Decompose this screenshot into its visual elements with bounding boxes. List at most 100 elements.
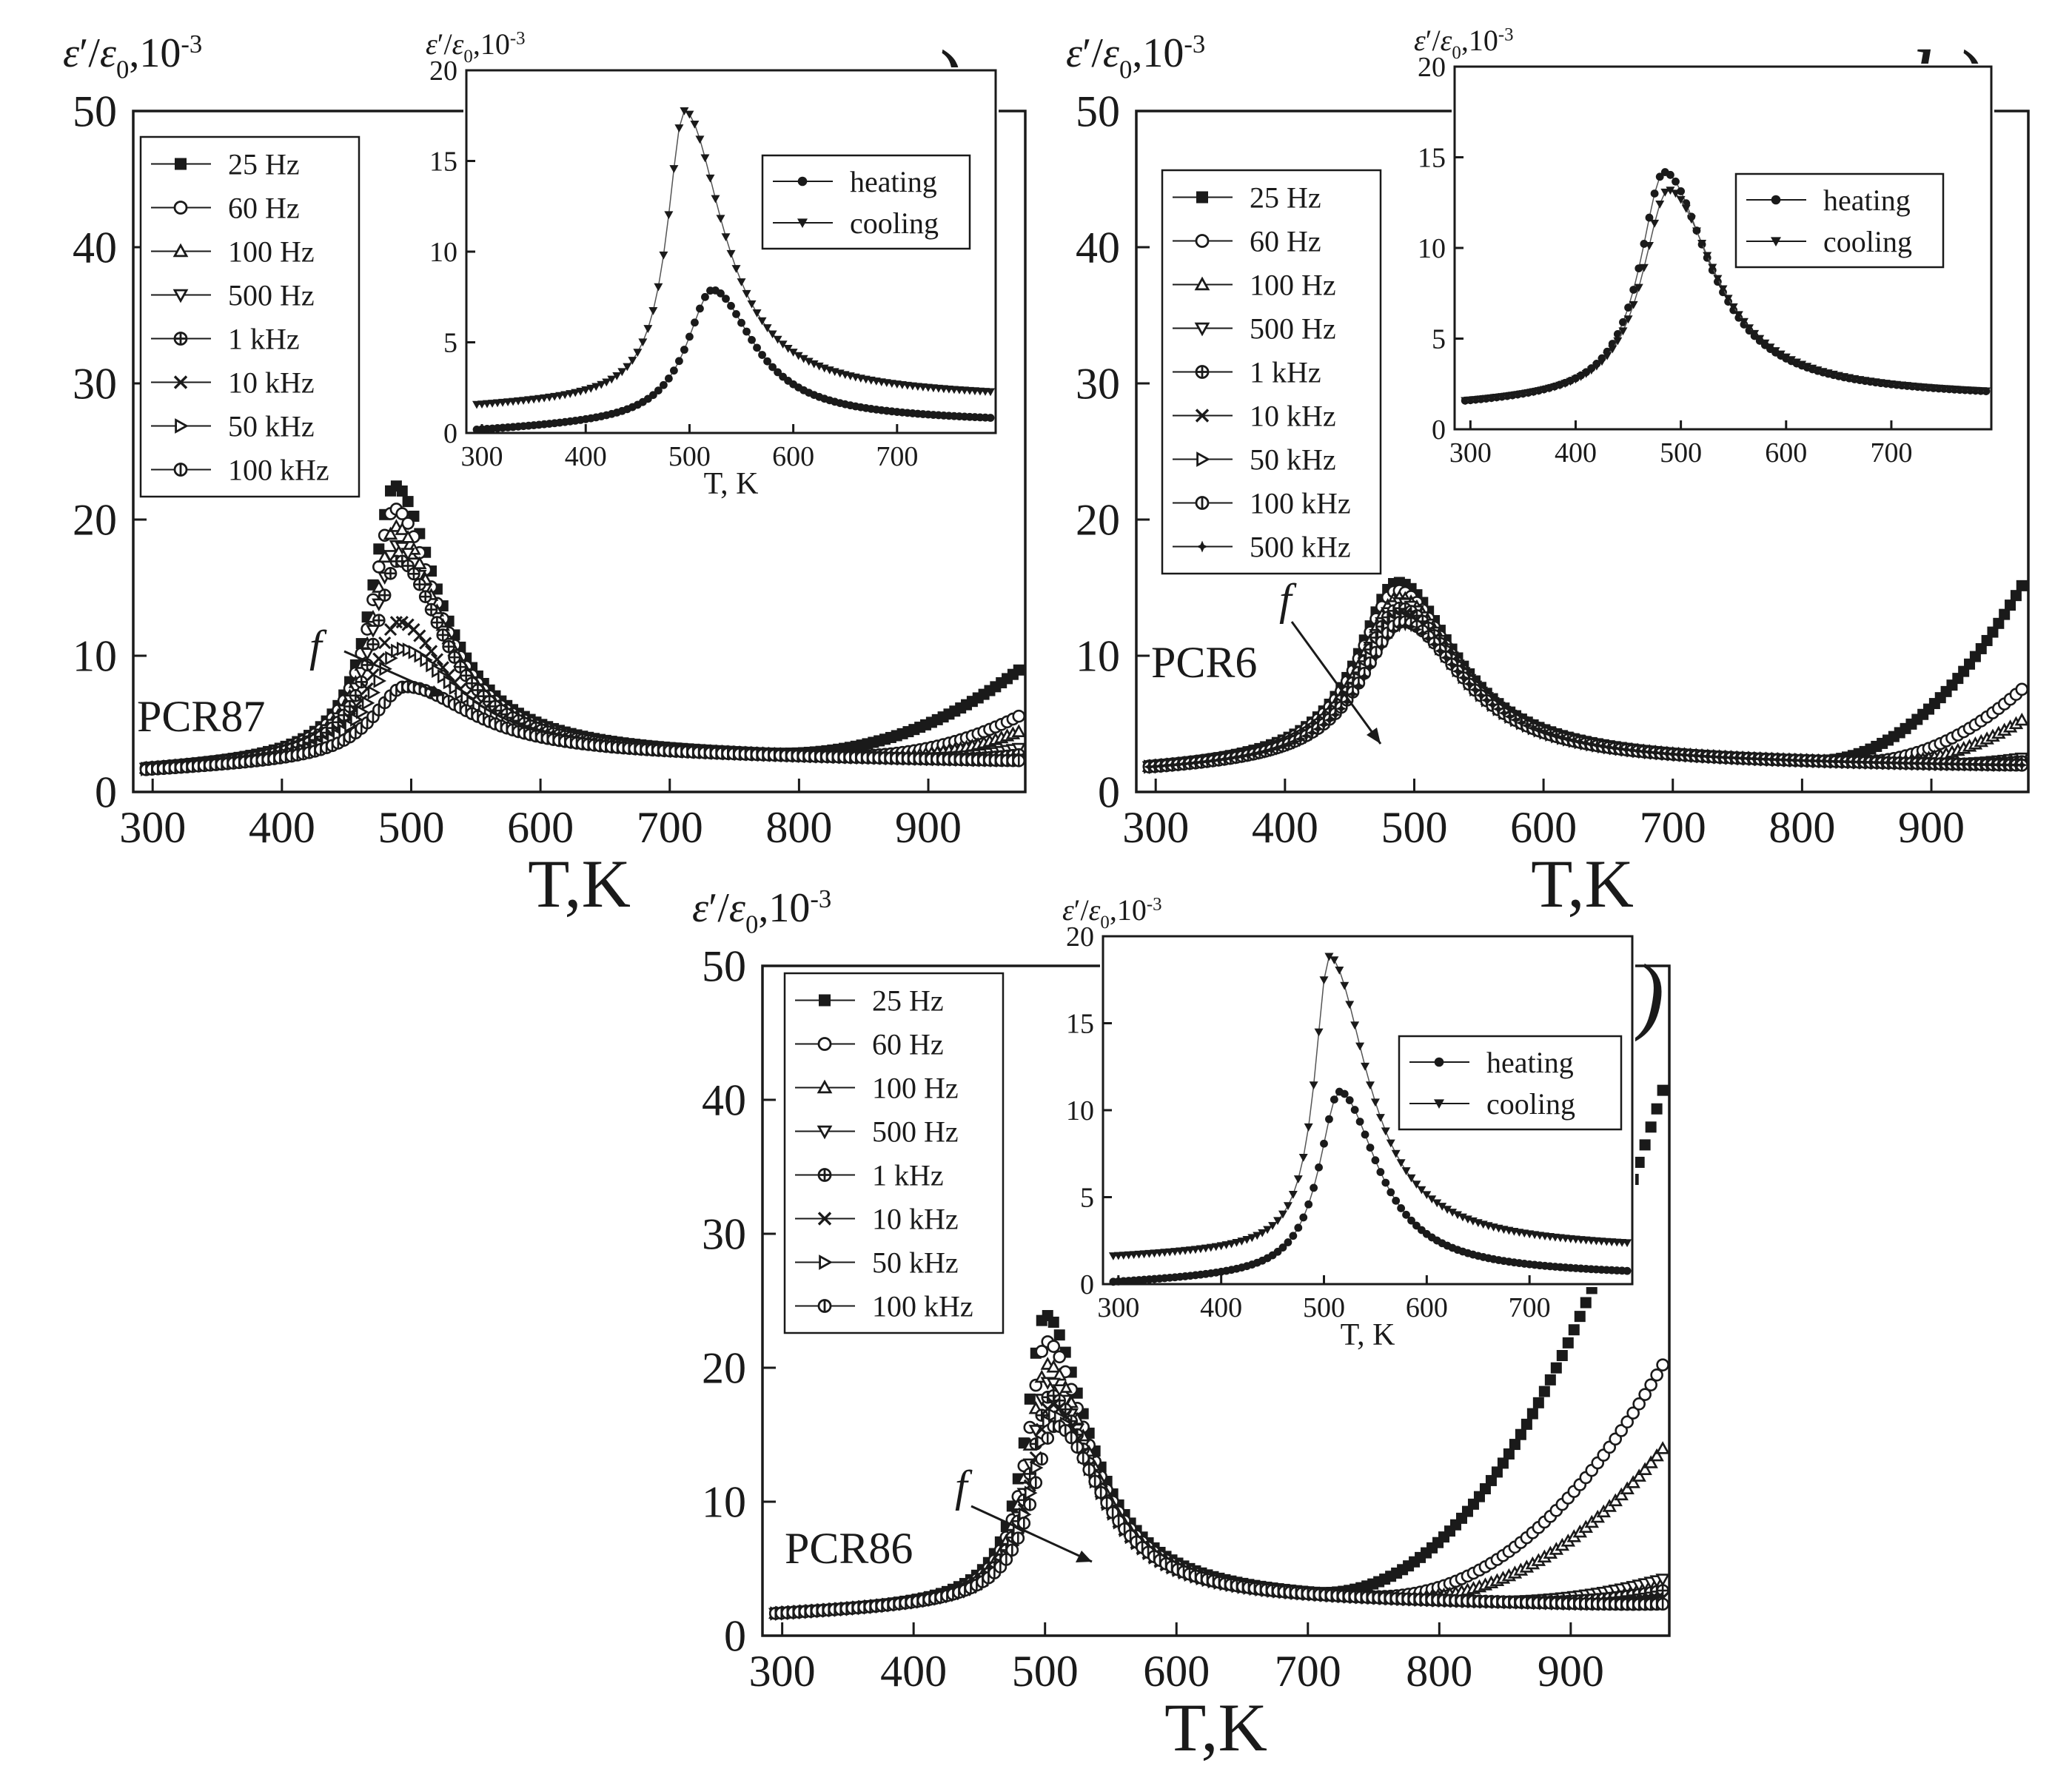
panel-b-main-legend-label: 500 kHz	[1250, 531, 1351, 564]
panel-a-inset-point	[737, 278, 746, 286]
panel-b-inset-xtick-label: 400	[1555, 437, 1597, 468]
panel-c-main-point	[1544, 1374, 1556, 1386]
panel-c-main-legend-label: 100 kHz	[872, 1290, 973, 1323]
panel-c-main-point	[1521, 1418, 1532, 1430]
panel-c-main-point	[1047, 1316, 1059, 1328]
panel-b-inset-ytick-label: 15	[1418, 142, 1446, 173]
panel-c-inset-point	[1371, 1156, 1380, 1165]
panel-a-inset-ytick-label: 15	[429, 146, 457, 177]
panel-c-inset-legend-label: cooling	[1486, 1087, 1575, 1121]
panel-a-inset-ytick-label: 10	[429, 237, 457, 268]
panel-a-main-xtick-label: 700	[637, 803, 703, 852]
panel-b-main-xtick-label: 500	[1381, 803, 1447, 852]
panel-a-inset-point	[804, 357, 814, 366]
panel-c-main-point	[1651, 1103, 1663, 1115]
panel-b-main-legend-label: 100 kHz	[1250, 487, 1351, 520]
panel-c-main-point	[1017, 1517, 1031, 1530]
panel-a-main-legend-label: 60 Hz	[228, 192, 300, 225]
panel-b-main-legend-label: 100 Hz	[1250, 269, 1336, 302]
panel-b-main-legend-label: 25 Hz	[1250, 181, 1321, 215]
panel-a-main-legend-label: 50 kHz	[228, 410, 315, 443]
panel-a-main-point	[361, 696, 375, 711]
panel-c-main-legend-label: 1 kHz	[872, 1159, 944, 1192]
panel-c-inset-xtick-label: 600	[1406, 1292, 1448, 1323]
panel-c-inset-point	[1397, 1204, 1406, 1212]
panel-a-inset-point	[664, 211, 674, 220]
panel-c-main-point	[1656, 1358, 1669, 1371]
panel-a-inset-point	[576, 387, 586, 396]
panel-c-main-xlabel: T,K	[1164, 1690, 1267, 1765]
panel-c-inset-xtick-label: 300	[1097, 1292, 1139, 1323]
panel-c-main-point	[1053, 1350, 1067, 1364]
panel-c-main-point	[1035, 1452, 1049, 1466]
panel-a-main-legend-label: 10 kHz	[228, 366, 315, 400]
panel-c-main-point	[1041, 1431, 1055, 1445]
panel-a-inset-xtick-label: 600	[772, 441, 814, 472]
panel-c-main-legend-label: 25 Hz	[872, 984, 944, 1018]
panel-a-main-ytick-label: 40	[73, 223, 117, 272]
panel-a-inset-ylabel: ε′/ε0,10-3	[426, 27, 525, 67]
panel-a-inset-point	[654, 386, 663, 394]
panel-a-main-legend-label: 1 kHz	[228, 323, 300, 356]
panel-a-main-series-0	[140, 480, 1025, 773]
panel-b-inset-legend-label: heating	[1823, 184, 1911, 217]
panel-a-inset-point	[748, 335, 756, 344]
panel-a-inset-point	[659, 251, 668, 260]
panel-b-main-ytick-label: 0	[1098, 768, 1120, 816]
panel-c-main-point	[1070, 1440, 1084, 1454]
panel-a-inset-point	[799, 355, 808, 363]
panel-b-inset-xtick-label: 300	[1449, 437, 1492, 468]
panel-c-main-point	[1645, 1121, 1657, 1133]
panel-a-main-xtick-label: 300	[119, 803, 186, 852]
panel-a-main-plot: 300 400 500 600 700 800 90001020304050T,Kε′/ε0…	[63, 30, 1027, 921]
panel-a-inset-point	[690, 121, 700, 129]
panel-c-main-point	[1023, 1498, 1037, 1511]
panel-a-inset-point	[758, 351, 766, 359]
panel-c-main-point	[1532, 1397, 1544, 1408]
panel-c-inset-point	[1392, 1196, 1401, 1205]
panel-a-inset-legend-label: cooling	[850, 206, 939, 240]
panel-b-inset-xtick-label: 700	[1870, 437, 1912, 468]
panel-a-main-ytick-label: 10	[73, 631, 117, 680]
panel-a-main-point	[418, 590, 432, 603]
panel-a-inset-point	[612, 372, 622, 380]
panel-a-inset-point	[607, 375, 617, 384]
panel-c-main-point	[1639, 1139, 1651, 1151]
panel-a-main-legend-label: 100 Hz	[228, 235, 315, 269]
panel-b-inset-xtick-label: 600	[1765, 437, 1807, 468]
panel-a-inset-point	[737, 318, 745, 327]
panel-b-main-ytick-label: 10	[1076, 631, 1120, 680]
panel-c-inset-xlabel: T, K	[1341, 1318, 1395, 1352]
panel-b-main-ytick-label: 20	[1076, 495, 1120, 544]
panel-b-inset-plot: 300 400 500 600 70005101520ε′/ε0,10-3heating…	[1414, 24, 1994, 468]
panel-a-inset-point	[768, 330, 777, 339]
panel-c-inset-point	[1320, 1139, 1328, 1148]
panel-a-inset-point	[742, 327, 751, 336]
panel-a-inset-point	[774, 368, 782, 377]
panel-a-inset-point	[701, 292, 709, 301]
panel-a-inset-point	[534, 394, 544, 403]
panel-a-inset-point	[752, 309, 762, 318]
panel-b-main-point	[1987, 626, 1999, 638]
panel-a-main-point	[360, 648, 375, 661]
panel-a-inset-point	[664, 374, 673, 383]
panel-a-main-point	[395, 542, 409, 555]
panel-a-inset-point	[721, 233, 731, 242]
panel-a-inset-point	[675, 357, 683, 366]
panel-a-main-point	[373, 543, 385, 555]
panel-c-main-legend-marker	[817, 1168, 832, 1182]
panel-a-inset-xtick-label: 300	[461, 441, 503, 472]
panel-a-main-legend-marker	[173, 201, 188, 215]
panel-b-main-ytick-label: 40	[1076, 223, 1120, 272]
panel-c-main-ytick-label: 0	[724, 1611, 746, 1660]
panel-c-main-ylabel: ε′/ε0,10-3	[692, 884, 831, 939]
panel-b-main-xtick-label: 600	[1510, 803, 1577, 852]
panel-c-main-legend-marker	[819, 994, 831, 1007]
panel-c-inset-xtick-label: 400	[1200, 1292, 1242, 1323]
panel-b-main-ylabel: ε′/ε0,10-3	[1066, 30, 1205, 84]
panel-a-inset-point	[628, 357, 637, 365]
panel-b-main-point	[2010, 590, 2022, 602]
